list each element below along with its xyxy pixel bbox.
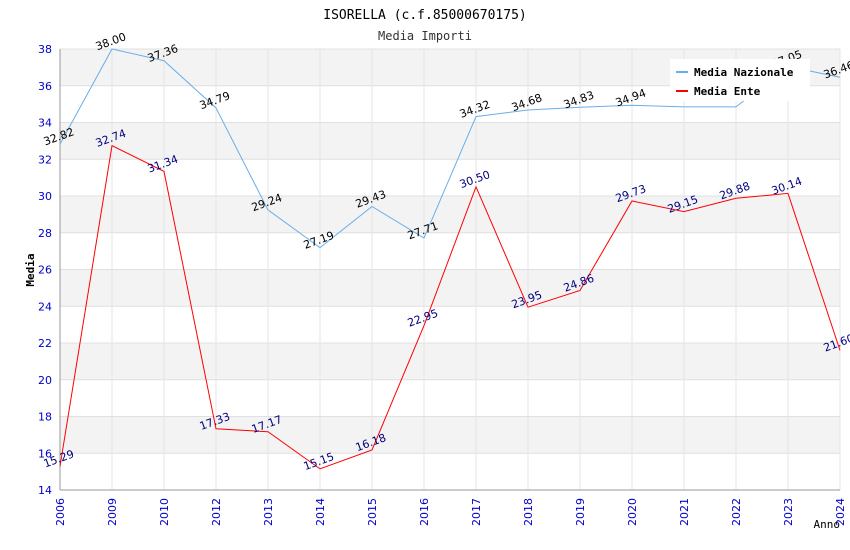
y-tick-label: 36 [38,80,52,93]
y-axis-label: Media [24,253,37,286]
grid-band [60,122,840,160]
grid-band [60,269,840,307]
y-tick-label: 20 [38,374,52,387]
y-axis-ticks: 14 16 18 20 22 24 26 28 30 32 34 36 38 [38,43,52,497]
x-axis-label: Anno [814,518,841,531]
y-tick-label: 26 [38,264,52,277]
grid-lines [59,48,841,491]
legend-label: Media Ente [694,85,761,98]
x-tick-label: 2015 [366,498,379,526]
legend-box [670,59,810,101]
y-tick-label: 32 [38,153,52,166]
series-line-media-ente [59,144,841,470]
data-label: 34.68 [510,91,544,114]
x-tick-label: 2016 [418,498,431,526]
data-label: 34.83 [562,88,596,111]
data-label: 30.14 [770,175,804,198]
x-tick-label: 2022 [730,498,743,526]
x-tick-label: 2009 [106,498,119,526]
y-tick-label: 38 [38,43,52,56]
x-tick-label: 2013 [262,498,275,526]
chart-title: ISORELLA (c.f.85000670175) [323,8,527,23]
x-tick-label: 2018 [522,498,535,526]
legend: Media Nazionale Media Ente [670,59,810,101]
series-lines [59,48,841,470]
legend-label: Media Nazionale [694,66,794,79]
x-tick-label: 2006 [54,498,67,526]
x-tick-label: 2021 [678,498,691,526]
x-tick-label: 2024 [834,498,847,526]
x-tick-label: 2019 [574,498,587,526]
x-axis-ticks: 2006 2009 2010 2012 2013 2014 2015 2016 2017 2018… [54,498,847,526]
x-tick-label: 2010 [158,498,171,526]
y-tick-label: 28 [38,227,52,240]
y-tick-label: 18 [38,411,52,424]
chart-subtitle: Media Importi [378,29,472,43]
axes [59,49,840,491]
y-tick-label: 14 [38,484,52,497]
y-tick-label: 16 [38,447,52,460]
x-tick-label: 2012 [210,498,223,526]
y-tick-label: 24 [38,300,52,313]
x-tick-label: 2017 [470,498,483,526]
grid-band [60,196,840,233]
x-tick-label: 2014 [314,498,327,526]
y-tick-label: 34 [38,117,52,130]
x-tick-label: 2023 [782,498,795,526]
x-tick-label: 2020 [626,498,639,526]
data-label: 22.95 [406,307,440,330]
grid-band [60,343,840,380]
grid-bands [60,49,840,454]
y-tick-label: 30 [38,190,52,203]
y-tick-label: 22 [38,337,52,350]
series-line-media-nazionale [59,48,841,249]
grid-band [60,416,840,454]
data-label: 34.79 [198,89,232,112]
data-label: 34.32 [458,98,492,121]
data-label: 30.50 [458,168,492,191]
